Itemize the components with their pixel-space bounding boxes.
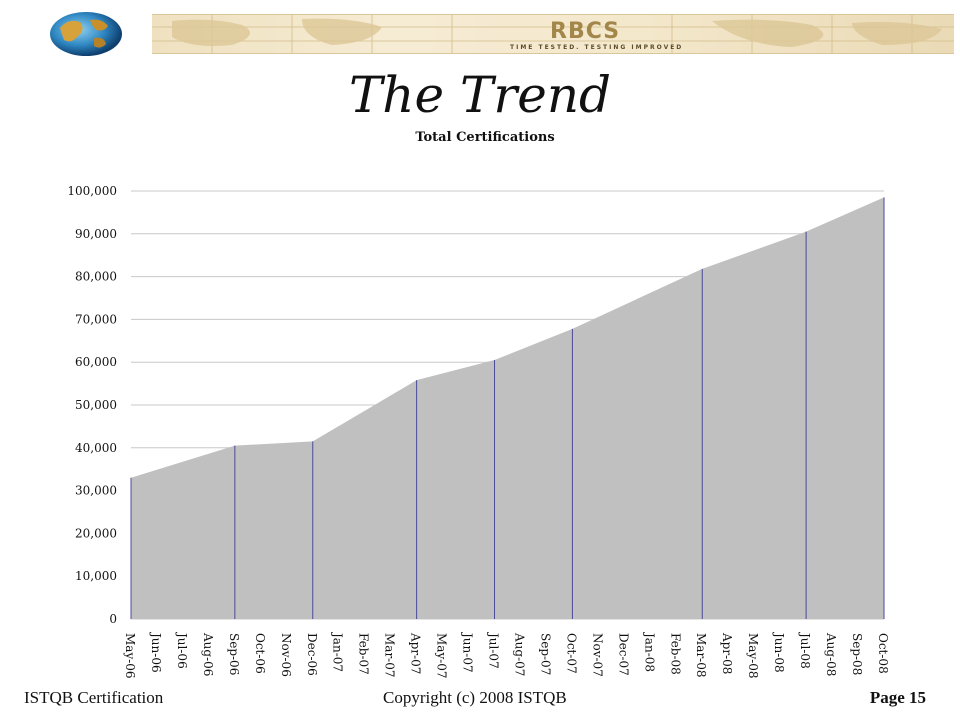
x-tick-label: Sep-07 — [538, 633, 552, 675]
x-tick-label: Aug-06 — [201, 632, 215, 676]
globe-icon — [50, 12, 122, 56]
chart-title: Total Certifications — [415, 130, 555, 145]
footer-page-number: Page 15 — [869, 688, 926, 707]
y-tick-label: 30,000 — [75, 484, 117, 498]
x-axis-ticks: May-06 Jun-06 Jul-06 Aug-06 Sep-06 Oct-06 Nov-… — [123, 631, 890, 679]
x-tick-label: May-06 — [123, 633, 137, 679]
x-tick-label: Oct-08 — [876, 633, 890, 674]
chart-marker-lines — [130, 197, 885, 619]
x-tick-label: Dec-07 — [616, 633, 630, 676]
y-tick-label: 90,000 — [75, 227, 117, 241]
y-tick-label: 10,000 — [75, 569, 117, 583]
x-tick-label: Jun-08 — [772, 631, 786, 673]
y-tick-label: 40,000 — [75, 441, 117, 455]
x-tick-label: Jun-06 — [149, 631, 163, 673]
x-tick-label: Sep-08 — [850, 633, 864, 675]
footer-copyright: Copyright (c) 2008 ISTQB — [383, 688, 567, 707]
y-tick-label: 60,000 — [75, 355, 117, 369]
y-axis-ticks: 0 10,000 20,000 30,000 40,000 50,000 60,000 70,… — [67, 184, 117, 626]
y-tick-label: 80,000 — [75, 270, 117, 284]
x-tick-label: Jan-07 — [331, 631, 345, 672]
x-tick-label: Jan-08 — [642, 631, 656, 672]
header-banner: RBCS TIME TESTED. TESTING IMPROVED — [40, 8, 954, 60]
x-tick-label: Apr-07 — [409, 632, 423, 674]
x-tick-label: Oct-06 — [253, 633, 267, 674]
rbcs-logo: RBCS — [550, 19, 621, 44]
world-map-banner: RBCS TIME TESTED. TESTING IMPROVED — [152, 14, 954, 54]
y-tick-label: 0 — [109, 612, 117, 626]
x-tick-label: Nov-06 — [279, 633, 293, 677]
x-tick-label: Feb-08 — [668, 633, 682, 675]
y-tick-label: 100,000 — [67, 184, 117, 198]
x-tick-label: Mar-08 — [694, 633, 708, 678]
x-tick-label: Feb-07 — [357, 633, 371, 675]
chart-area-layer — [131, 197, 884, 620]
x-tick-label: Mar-07 — [383, 633, 397, 678]
x-tick-label: Apr-08 — [720, 632, 734, 674]
y-tick-label: 70,000 — [75, 312, 117, 326]
x-tick-label: Sep-06 — [227, 633, 241, 675]
x-tick-label: Jul-08 — [798, 631, 812, 669]
y-tick-label: 50,000 — [75, 398, 117, 412]
total-certifications-area — [131, 197, 884, 620]
footer-course-label: ISTQB Certification — [24, 688, 164, 707]
x-tick-label: Aug-07 — [512, 632, 526, 676]
x-tick-label: Jun-07 — [461, 631, 475, 673]
slide-title: The Trend — [348, 66, 612, 124]
x-tick-label: Dec-06 — [305, 633, 319, 676]
y-tick-label: 20,000 — [75, 526, 117, 540]
x-tick-label: Oct-07 — [564, 633, 578, 674]
x-tick-label: May-07 — [435, 633, 449, 679]
x-tick-label: Jul-07 — [487, 631, 501, 669]
logo-tagline: TIME TESTED. TESTING IMPROVED — [510, 44, 684, 51]
x-tick-label: Aug-08 — [824, 632, 838, 676]
x-tick-label: May-08 — [746, 633, 760, 679]
x-tick-label: Nov-07 — [590, 633, 604, 677]
x-tick-label: Jul-06 — [175, 631, 189, 669]
